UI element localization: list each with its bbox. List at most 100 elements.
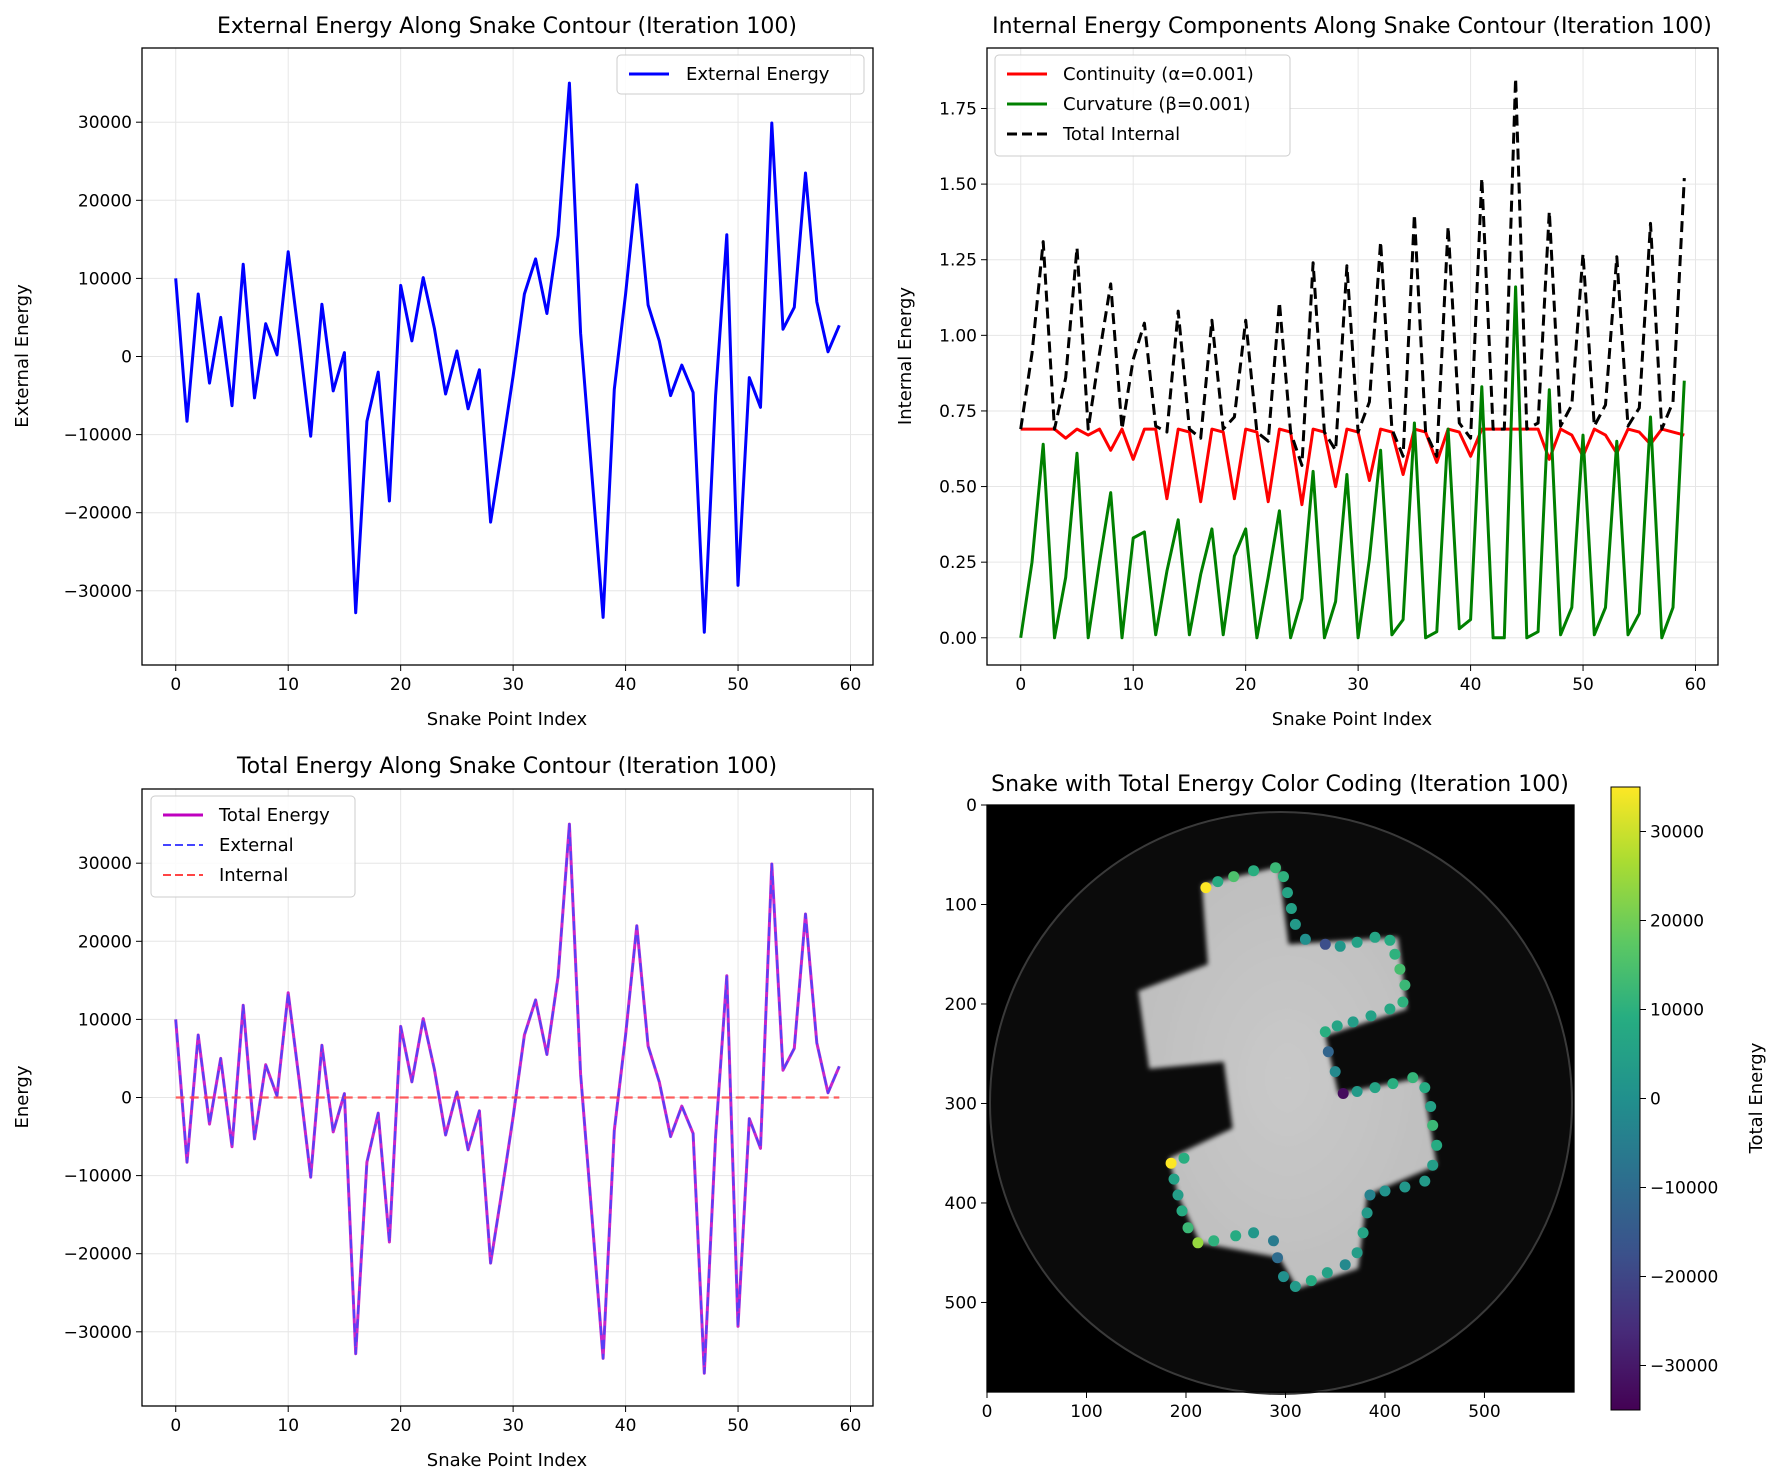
chart2-frame xyxy=(986,47,1719,666)
snake-point xyxy=(1361,1207,1373,1219)
colorbar-label: Total Energy xyxy=(1746,1042,1767,1154)
y-tick-label: 0.00 xyxy=(939,629,977,649)
x-tick-label: 20 xyxy=(1235,675,1257,695)
snake-point xyxy=(1248,865,1260,877)
snake-point xyxy=(1192,1237,1204,1249)
snake-point xyxy=(1331,1020,1343,1032)
y-tick-label: 0 xyxy=(121,1089,132,1109)
snake-point xyxy=(1384,934,1396,946)
snake-point xyxy=(1168,1173,1180,1185)
colorbar-ticks: −30000 −20000 −10000 0 10000 20000 30000 xyxy=(1640,823,1718,1377)
y-tick-label: 200 xyxy=(945,995,977,1015)
x-tick-label: 0 xyxy=(1015,675,1026,695)
snake-point xyxy=(1268,1235,1279,1247)
chart2-ylabel: Internal Energy xyxy=(895,287,916,425)
snake-point xyxy=(1165,1157,1177,1169)
colorbar-tick-label: 30000 xyxy=(1650,823,1704,843)
series-line-external xyxy=(174,81,841,634)
y-tick-label: 300 xyxy=(945,1094,977,1114)
snake-point xyxy=(1182,1222,1194,1234)
colorbar-tick-label: −30000 xyxy=(1650,1357,1718,1377)
x-tick-label: 10 xyxy=(277,1416,299,1436)
series-line-total xyxy=(1019,76,1686,467)
snake-point xyxy=(1365,1010,1377,1022)
snake-point xyxy=(1176,1205,1188,1217)
snake-point xyxy=(1212,876,1224,888)
y-tick-label: 30000 xyxy=(78,113,132,133)
snake-point xyxy=(1427,1119,1439,1131)
x-tick-label: 500 xyxy=(1468,1402,1500,1422)
series-line-continuity xyxy=(1020,427,1685,507)
x-tick-label: 40 xyxy=(615,1416,637,1436)
snake-point xyxy=(1305,1275,1317,1287)
chart3-legend-internal: Internal xyxy=(219,865,288,886)
snake-point xyxy=(1282,887,1293,899)
chart1-legend-external: External Energy xyxy=(686,64,830,85)
chart4-frame xyxy=(986,804,1575,1393)
colorbar-tick-label: 20000 xyxy=(1650,912,1704,932)
y-tick-label: 1.25 xyxy=(939,251,977,271)
y-tick-label: 0.50 xyxy=(939,478,977,498)
snake-point xyxy=(1389,948,1401,960)
x-tick-label: 300 xyxy=(1269,1402,1301,1422)
chart3-legend-total: Total Energy xyxy=(218,805,330,826)
chart3-ylabel: Energy xyxy=(12,1065,33,1128)
x-tick-label: 30 xyxy=(1347,675,1369,695)
y-tick-label: −20000 xyxy=(64,504,132,524)
snake-point xyxy=(1278,871,1289,883)
snake-point xyxy=(1200,882,1212,894)
y-tick-label: −10000 xyxy=(64,426,132,446)
x-tick-label: 50 xyxy=(727,675,749,695)
chart3-frame xyxy=(141,788,874,1407)
total-energy-chart: 0 10 20 30 40 50 60 −30000 −20000 −10000 0 10000 200… xyxy=(12,754,874,1471)
snake-point xyxy=(1407,1072,1419,1084)
snake-point xyxy=(1357,1227,1369,1239)
snake-point xyxy=(1364,1189,1376,1201)
y-tick-label: 1.75 xyxy=(939,99,977,119)
colorbar-tick-label: −20000 xyxy=(1650,1268,1718,1288)
chart2-ticks: 0 10 20 30 40 50 60 0.00 0.25 0.50 0.75 1.00 1.25 1.5… xyxy=(939,99,1706,695)
chart2-legend-total-internal: Total Internal xyxy=(1062,124,1180,145)
chart4-ticks: 0 100 200 300 400 500 0 100 200 300 400 500 xyxy=(945,796,1501,1422)
snake-point xyxy=(1347,1016,1359,1028)
colorbar-tick-label: −10000 xyxy=(1650,1179,1718,1199)
snake-point xyxy=(1208,1235,1220,1247)
snake-point xyxy=(1351,1086,1363,1097)
snake-point xyxy=(1419,1082,1431,1094)
chart2-legend: Continuity (α=0.001) Curvature (β=0.001)… xyxy=(994,54,1291,157)
y-tick-label: 10000 xyxy=(78,1010,132,1030)
snake-point xyxy=(1228,871,1240,883)
y-tick-label: 20000 xyxy=(78,932,132,952)
snake-point xyxy=(1178,1152,1190,1164)
x-tick-label: 40 xyxy=(1460,675,1482,695)
snake-point xyxy=(1289,918,1301,930)
snake-point xyxy=(1285,903,1297,914)
y-tick-label: 1.00 xyxy=(939,326,977,346)
x-tick-label: 20 xyxy=(390,675,412,695)
snake-point xyxy=(1351,936,1363,948)
chart1-legend: External Energy xyxy=(616,54,865,95)
colorbar-tick-label: 0 xyxy=(1650,1090,1661,1110)
colorbar: −30000 −20000 −10000 0 10000 20000 30000 Total… xyxy=(1610,786,1767,1411)
snake-point xyxy=(1334,940,1346,952)
x-tick-label: 10 xyxy=(1122,675,1144,695)
y-tick-label: 20000 xyxy=(78,191,132,211)
y-tick-label: 400 xyxy=(945,1194,977,1214)
chart4-points xyxy=(1165,862,1443,1292)
snake-image-chart: 0 100 200 300 400 500 0 100 200 300 400 500 Snake w… xyxy=(945,772,1767,1422)
snake-point xyxy=(1379,1185,1391,1197)
chart3-legend-external: External xyxy=(219,835,294,856)
x-tick-label: 60 xyxy=(840,1416,862,1436)
snake-point xyxy=(1319,938,1331,950)
y-tick-label: 0.25 xyxy=(939,553,977,573)
snake-point xyxy=(1399,1181,1411,1193)
snake-point xyxy=(1230,1230,1242,1242)
y-tick-label: 500 xyxy=(945,1293,977,1313)
x-tick-label: 200 xyxy=(1170,1402,1202,1422)
x-tick-label: 60 xyxy=(840,675,862,695)
chart3-xlabel: Snake Point Index xyxy=(427,1450,588,1471)
y-tick-label: −30000 xyxy=(64,1323,132,1343)
chart1-grid xyxy=(142,48,873,665)
snake-point xyxy=(1337,1088,1349,1099)
